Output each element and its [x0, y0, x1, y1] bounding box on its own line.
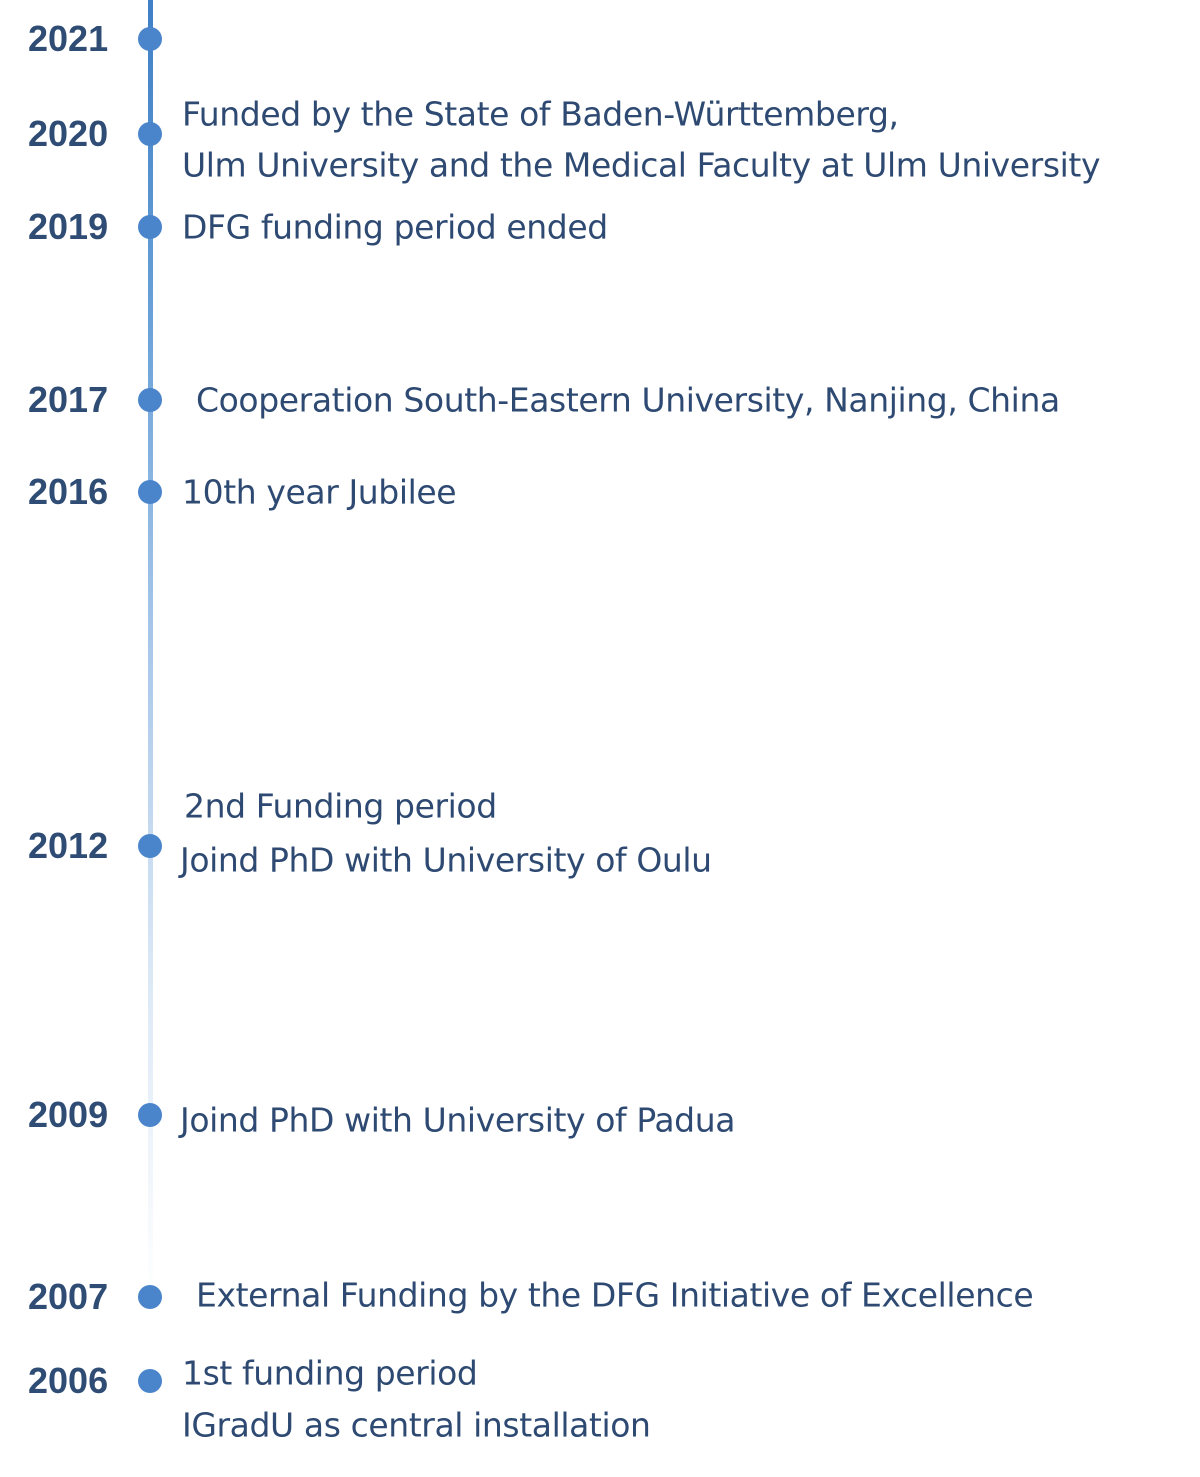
- event-description: IGradU as central installation: [182, 1405, 651, 1445]
- event-year: 2012: [28, 825, 109, 866]
- event-description: Cooperation South-Eastern University, Na…: [196, 380, 1060, 420]
- timeline-marker: [138, 122, 162, 146]
- timeline-marker: [138, 27, 162, 51]
- timeline-marker: [138, 1103, 162, 1127]
- event-year: 2016: [28, 471, 109, 512]
- timeline-marker: [138, 1285, 162, 1309]
- event-description: Ulm University and the Medical Faculty a…: [182, 145, 1101, 185]
- timeline-marker: [138, 480, 162, 504]
- event-year: 2006: [28, 1360, 109, 1401]
- event-description: Joind PhD with University of Oulu: [180, 840, 712, 880]
- event-description: Funded by the State of Baden-Württemberg…: [182, 94, 899, 134]
- event-description: Joind PhD with University of Padua: [180, 1100, 736, 1140]
- event-description: 1st funding period: [182, 1353, 478, 1393]
- timeline-marker: [138, 215, 162, 239]
- event-year: 2007: [28, 1276, 109, 1317]
- event-description: 10th year Jubilee: [182, 472, 457, 512]
- event-year: 2020: [28, 113, 109, 154]
- event-description: 2nd Funding period: [184, 786, 497, 826]
- event-year: 2021: [28, 18, 109, 59]
- event-year: 2019: [28, 206, 109, 247]
- event-description: DFG funding period ended: [182, 207, 608, 247]
- timeline-marker: [138, 1369, 162, 1393]
- timeline-axis: [148, 0, 153, 1300]
- timeline-marker: [138, 388, 162, 412]
- event-year: 2009: [28, 1094, 109, 1135]
- timeline-marker: [138, 834, 162, 858]
- event-year: 2017: [28, 379, 109, 420]
- event-description: External Funding by the DFG Initiative o…: [196, 1275, 1034, 1315]
